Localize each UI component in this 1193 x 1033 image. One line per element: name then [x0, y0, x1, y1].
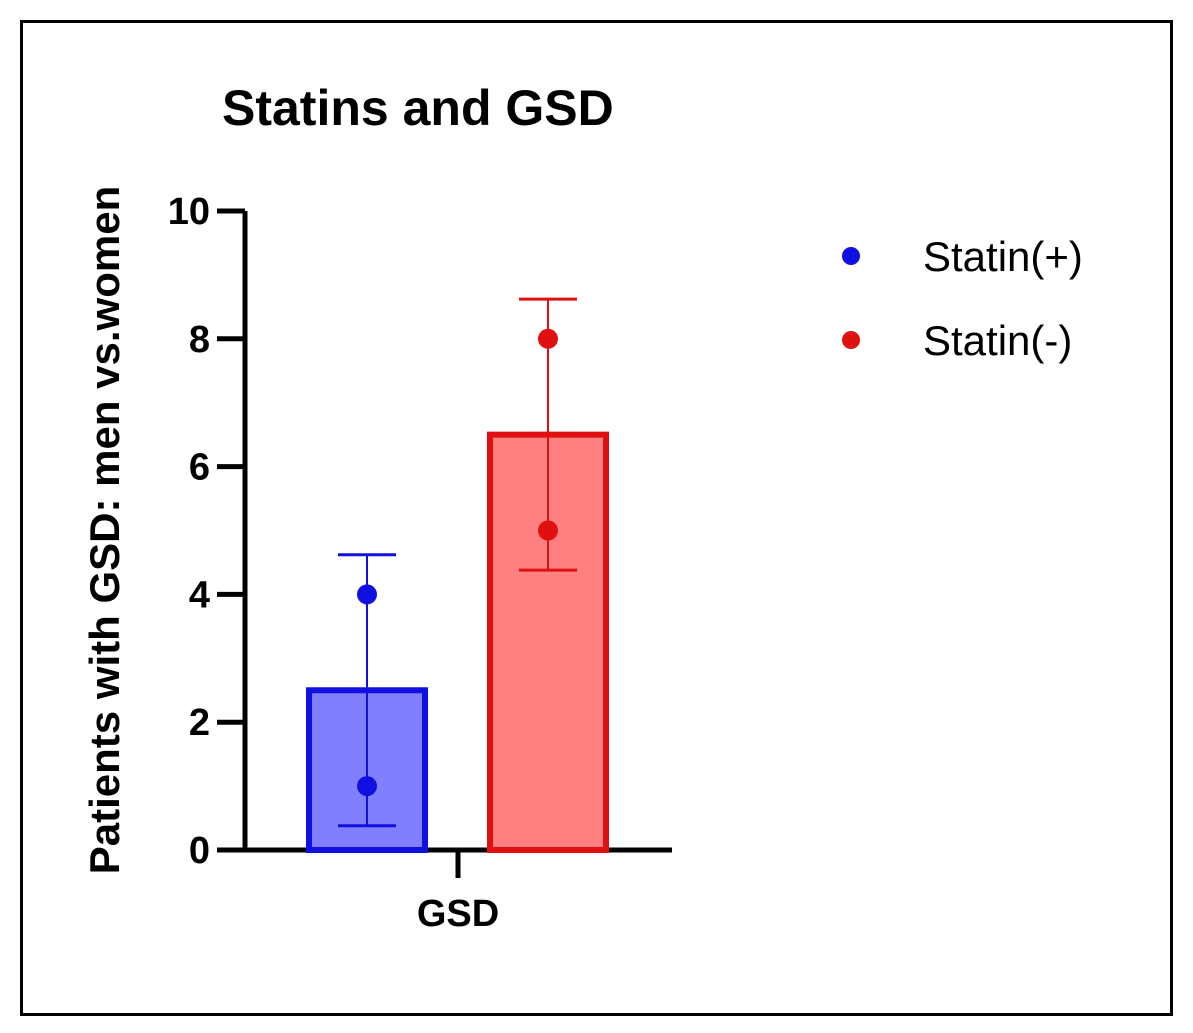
y-tick-label: 2 [189, 702, 210, 744]
data-point [538, 328, 558, 349]
chart-title: Statins and GSD [222, 80, 614, 136]
legend-label: Statin(-) [923, 317, 1072, 364]
plot-area: 0 2 4 6 8 10 GSD [168, 191, 672, 935]
legend-marker [842, 331, 860, 349]
y-tick-label: 8 [189, 319, 210, 361]
y-tick-label: 6 [189, 447, 210, 489]
data-point [357, 776, 377, 797]
y-tick-label: 10 [168, 191, 210, 233]
x-tick-label: GSD [417, 893, 499, 935]
legend: Statin(+) Statin(-) [842, 233, 1083, 364]
y-tick-label: 0 [189, 830, 210, 872]
y-tick-label: 4 [189, 574, 210, 616]
data-point [357, 584, 377, 605]
y-axis-label: Patients with GSD: men vs.women [81, 186, 128, 874]
legend-marker [842, 247, 860, 265]
legend-label: Statin(+) [923, 233, 1083, 280]
data-point [538, 520, 558, 541]
